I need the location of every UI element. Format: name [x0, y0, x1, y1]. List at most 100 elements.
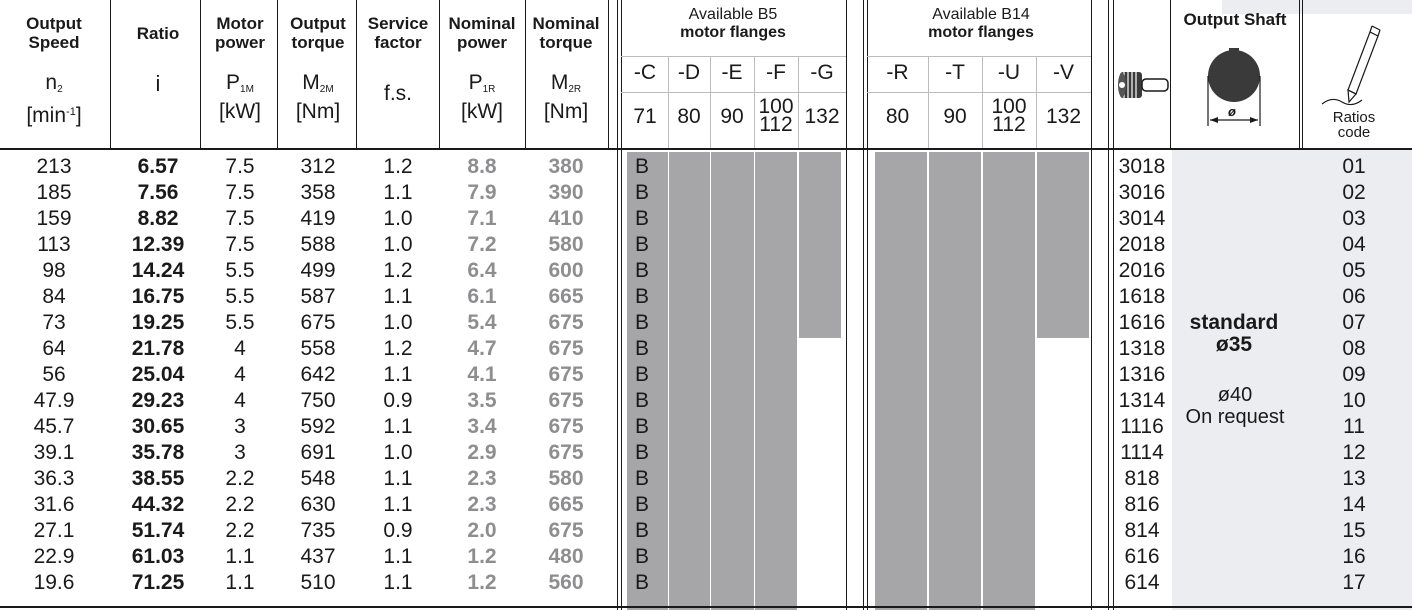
- cell-output-torque: 630: [300, 493, 336, 516]
- cell-code: 10: [1342, 389, 1366, 412]
- cell-output-torque: 312: [300, 155, 336, 178]
- b14-size-1: 90: [943, 105, 967, 128]
- cell-nom-torque: 675: [548, 415, 584, 438]
- flange-mark-b: B: [634, 545, 649, 568]
- cell-wormcode: 814: [1124, 519, 1160, 542]
- cell-nom-torque: 665: [548, 493, 584, 516]
- cell-wormcode: 1314: [1118, 389, 1166, 412]
- cell-nom-torque: 600: [548, 259, 584, 282]
- rule: [356, 0, 357, 148]
- cell-sf: 0.9: [383, 389, 413, 412]
- cell-ratio: 14.24: [131, 259, 185, 282]
- cell-speed: 185: [36, 181, 72, 204]
- cell-speed: 113: [37, 233, 71, 256]
- cell-sf: 1.1: [383, 571, 413, 594]
- cell-nom-torque: 560: [548, 571, 584, 594]
- cell-wormcode: 1116: [1120, 415, 1164, 438]
- cell-ratio: 8.82: [137, 207, 179, 230]
- cell-nom-power: 4.7: [467, 337, 497, 360]
- b14-t-block: [929, 152, 981, 610]
- cell-nom-torque: 675: [548, 389, 584, 412]
- nominal-power-symbol: P1R [kW]: [461, 71, 503, 123]
- cell-sf: 1.0: [383, 311, 413, 334]
- header-ratio: Ratio: [136, 24, 180, 43]
- b14-code-1: -T: [945, 61, 965, 84]
- cell-output-torque: 642: [300, 363, 336, 386]
- cell-nom-torque: 675: [548, 363, 584, 386]
- cell-code: 12: [1342, 441, 1366, 464]
- b14-code-3: -V: [1053, 61, 1074, 84]
- cell-nom-power: 7.2: [467, 233, 497, 256]
- cell-output-torque: 675: [300, 311, 336, 334]
- b14-code-2: -U: [997, 61, 1021, 84]
- b5-g-block: [799, 152, 841, 338]
- header-rule: [0, 148, 1412, 150]
- cell-sf: 1.1: [383, 285, 413, 308]
- cell-speed: 73: [42, 311, 66, 334]
- cell-nom-torque: 380: [548, 155, 584, 178]
- rule: [608, 0, 609, 148]
- cell-sf: 1.0: [383, 441, 413, 464]
- cell-code: 14: [1342, 493, 1366, 516]
- flange-mark-b: B: [634, 467, 649, 490]
- cell-motor-power: 5.5: [225, 259, 255, 282]
- cell-nom-power: 2.9: [467, 441, 497, 464]
- cell-nom-power: 3.5: [467, 389, 497, 412]
- b5-size-0: 71: [633, 105, 657, 128]
- cell-ratio: 12.39: [131, 233, 185, 256]
- flange-mark-b: B: [634, 571, 649, 594]
- cell-wormcode: 1616: [1118, 311, 1166, 334]
- rule: [1108, 0, 1109, 610]
- flange-mark-b: B: [634, 415, 649, 438]
- cell-motor-power: 2.2: [225, 493, 255, 516]
- cell-motor-power: 7.5: [225, 181, 255, 204]
- cell-nom-power: 4.1: [467, 363, 497, 386]
- cell-speed: 31.6: [33, 493, 75, 516]
- shaft-standard: standard ø35: [1189, 311, 1279, 356]
- cell-speed: 56: [42, 363, 66, 386]
- cell-sf: 1.0: [383, 207, 413, 230]
- flange-mark-b: B: [634, 259, 649, 282]
- flange-mark-b: B: [634, 181, 649, 204]
- cell-wormcode: 3014: [1118, 207, 1166, 230]
- flange-mark-b: B: [634, 441, 649, 464]
- flange-mark-b: B: [634, 363, 649, 386]
- b5-code-2: -E: [721, 61, 743, 84]
- cell-motor-power: 7.5: [225, 233, 255, 256]
- cell-speed: 45.7: [33, 415, 75, 438]
- cell-wormcode: 2018: [1118, 233, 1166, 256]
- cell-speed: 84: [42, 285, 66, 308]
- cell-ratio: 30.65: [131, 415, 185, 438]
- cell-nom-torque: 580: [548, 233, 584, 256]
- b14-u-block: [983, 152, 1035, 610]
- header-service-factor: Service factor: [367, 14, 429, 52]
- cell-sf: 1.2: [383, 337, 413, 360]
- cell-speed: 64: [42, 337, 66, 360]
- shaft-option: ø40 On request: [1185, 384, 1285, 428]
- cell-speed: 98: [42, 259, 66, 282]
- cell-nom-torque: 675: [548, 519, 584, 542]
- b5-code-4: -G: [810, 61, 834, 84]
- flange-mark-b: B: [634, 311, 649, 334]
- cell-motor-power: 2.2: [225, 467, 255, 490]
- b14-size-3: 132: [1045, 105, 1082, 128]
- cell-output-torque: 587: [300, 285, 336, 308]
- cell-nom-power: 2.0: [467, 519, 497, 542]
- cell-wormcode: 614: [1124, 571, 1160, 594]
- cell-motor-power: 2.2: [225, 519, 255, 542]
- cell-sf: 1.1: [383, 363, 413, 386]
- cell-ratio: 21.78: [131, 337, 185, 360]
- cell-ratio: 19.25: [131, 311, 185, 334]
- cell-sf: 1.1: [383, 467, 413, 490]
- cell-output-torque: 548: [300, 467, 336, 490]
- rule: [928, 56, 929, 148]
- cell-wormcode: 2016: [1118, 259, 1166, 282]
- cell-speed: 159: [36, 207, 72, 230]
- cell-code: 03: [1342, 207, 1366, 230]
- cell-wormcode: 616: [1124, 545, 1160, 568]
- service-factor-symbol: f.s.: [383, 82, 412, 105]
- cell-sf: 1.1: [383, 181, 413, 204]
- cell-speed: 36.3: [33, 467, 75, 490]
- cell-motor-power: 4: [234, 337, 246, 360]
- rule: [798, 56, 799, 148]
